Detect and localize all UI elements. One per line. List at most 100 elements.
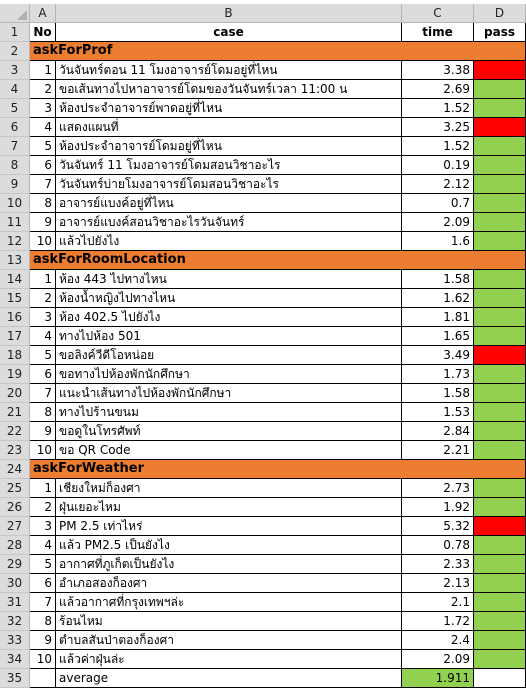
- cell-pass-status[interactable]: [474, 346, 526, 365]
- cell-case[interactable]: วันจันทร์ตอน 11 โมงอาจารย์โดมอยู่ที่ไหน: [56, 61, 402, 80]
- cell-pass-status[interactable]: [474, 61, 526, 80]
- cell-case[interactable]: ห้องน้ำหญิงไปทางไหน: [56, 289, 402, 308]
- cell-time[interactable]: 2.21: [402, 441, 474, 460]
- cell-time[interactable]: 3.38: [402, 61, 474, 80]
- row-number[interactable]: 15: [0, 289, 30, 308]
- cell-case[interactable]: อาจารย์แบงค์อยู่ที่ไหน: [56, 194, 402, 213]
- cell-case[interactable]: ห้อง 402.5 ไปยังไง: [56, 308, 402, 327]
- cell-pass-status[interactable]: [474, 574, 526, 593]
- cell-no[interactable]: 7: [30, 593, 56, 612]
- cell-pass-status[interactable]: [474, 156, 526, 175]
- cell-no[interactable]: 1: [30, 61, 56, 80]
- cell-time[interactable]: 2.1: [402, 593, 474, 612]
- row-number[interactable]: 31: [0, 593, 30, 612]
- row-number[interactable]: 17: [0, 327, 30, 346]
- cell-no[interactable]: 1: [30, 479, 56, 498]
- row-number[interactable]: 25: [0, 479, 30, 498]
- cell-time[interactable]: 2.69: [402, 80, 474, 99]
- cell-time[interactable]: 2.12: [402, 175, 474, 194]
- cell-pass-status[interactable]: [474, 232, 526, 251]
- cell-pass-status[interactable]: [474, 555, 526, 574]
- row-number[interactable]: 3: [0, 61, 30, 80]
- row-number[interactable]: 8: [0, 156, 30, 175]
- cell-time[interactable]: 0.78: [402, 536, 474, 555]
- row-number[interactable]: 23: [0, 441, 30, 460]
- row-number[interactable]: 10: [0, 194, 30, 213]
- average-label[interactable]: average: [56, 669, 402, 688]
- cell-time[interactable]: 0.7: [402, 194, 474, 213]
- cell-case[interactable]: แล้วอากาศที่กรุงเทพฯล่ะ: [56, 593, 402, 612]
- header-no[interactable]: No: [30, 23, 56, 42]
- cell-time[interactable]: 0.19: [402, 156, 474, 175]
- cell-case[interactable]: อากาศที่ภูเก็ตเป็นยังไง: [56, 555, 402, 574]
- cell-time[interactable]: 2.4: [402, 631, 474, 650]
- cell-case[interactable]: ห้อง 443 ไปทางไหน: [56, 270, 402, 289]
- cell-time[interactable]: 2.09: [402, 650, 474, 669]
- row-number[interactable]: 2: [0, 42, 30, 61]
- cell-case[interactable]: ขอดูในโทรศัพท์: [56, 422, 402, 441]
- cell-time[interactable]: 1.92: [402, 498, 474, 517]
- cell-pass-status[interactable]: [474, 308, 526, 327]
- cell-no[interactable]: 7: [30, 175, 56, 194]
- row-number[interactable]: 19: [0, 365, 30, 384]
- cell-pass-status[interactable]: [474, 384, 526, 403]
- cell-time[interactable]: 1.72: [402, 612, 474, 631]
- cell-pass-status[interactable]: [474, 80, 526, 99]
- cell-no[interactable]: 4: [30, 118, 56, 137]
- cell-time[interactable]: 1.73: [402, 365, 474, 384]
- cell-pass-status[interactable]: [474, 213, 526, 232]
- cell-case[interactable]: ขอลิงค์วีดีโอหน่อย: [56, 346, 402, 365]
- cell-case[interactable]: ทางไปร้านขนม: [56, 403, 402, 422]
- row-number[interactable]: 27: [0, 517, 30, 536]
- cell-time[interactable]: 2.33: [402, 555, 474, 574]
- cell-pass-status[interactable]: [474, 517, 526, 536]
- cell-case[interactable]: แล้วค่าฝุ่นล่ะ: [56, 650, 402, 669]
- column-header-c[interactable]: C: [402, 4, 474, 23]
- header-pass[interactable]: pass: [474, 23, 526, 42]
- cell-no[interactable]: 2: [30, 80, 56, 99]
- cell-pass-status[interactable]: [474, 422, 526, 441]
- row-number[interactable]: 21: [0, 403, 30, 422]
- cell-case[interactable]: ขอเส้นทางไปหาอาจารย์โดมของวันจันทร์เวลา …: [56, 80, 402, 99]
- row-number[interactable]: 14: [0, 270, 30, 289]
- section-header[interactable]: askForRoomLocation: [30, 251, 526, 270]
- cell-pass-status[interactable]: [474, 137, 526, 156]
- row-number[interactable]: 5: [0, 99, 30, 118]
- cell-time[interactable]: 5.32: [402, 517, 474, 536]
- cell-time[interactable]: 2.73: [402, 479, 474, 498]
- cell-no[interactable]: 3: [30, 517, 56, 536]
- cell-case[interactable]: เชียงใหม่ก็องศา: [56, 479, 402, 498]
- select-all-corner[interactable]: [0, 4, 30, 23]
- cell-no[interactable]: 8: [30, 403, 56, 422]
- cell-case[interactable]: ร้อนไหม: [56, 612, 402, 631]
- cell-pass-status[interactable]: [474, 175, 526, 194]
- average-time[interactable]: 1.911: [402, 669, 474, 688]
- cell-time[interactable]: 2.84: [402, 422, 474, 441]
- row-number[interactable]: 1: [0, 23, 30, 42]
- cell-time[interactable]: 1.53: [402, 403, 474, 422]
- cell-case[interactable]: แสดงแผนที่: [56, 118, 402, 137]
- cell-case[interactable]: อาจารย์แบงค์สอนวิชาอะไรวันจันทร์: [56, 213, 402, 232]
- cell-time[interactable]: 1.58: [402, 384, 474, 403]
- cell-time[interactable]: 1.58: [402, 270, 474, 289]
- row-number[interactable]: 30: [0, 574, 30, 593]
- cell-case[interactable]: ขอทางไปห้องพักนักศึกษา: [56, 365, 402, 384]
- cell-no[interactable]: 2: [30, 498, 56, 517]
- row-number[interactable]: 28: [0, 536, 30, 555]
- row-number[interactable]: 29: [0, 555, 30, 574]
- cell-pass-status[interactable]: [474, 289, 526, 308]
- cell-pass-status[interactable]: [474, 669, 526, 688]
- cell-time[interactable]: 1.52: [402, 137, 474, 156]
- cell-no[interactable]: 2: [30, 289, 56, 308]
- section-header[interactable]: askForWeather: [30, 460, 526, 479]
- row-number[interactable]: 7: [0, 137, 30, 156]
- cell-no[interactable]: 5: [30, 137, 56, 156]
- cell-no[interactable]: 3: [30, 99, 56, 118]
- cell-no[interactable]: 5: [30, 555, 56, 574]
- row-number[interactable]: 34: [0, 650, 30, 669]
- cell-pass-status[interactable]: [474, 498, 526, 517]
- cell-no[interactable]: 3: [30, 308, 56, 327]
- cell-case[interactable]: ขอ QR Code: [56, 441, 402, 460]
- row-number[interactable]: 11: [0, 213, 30, 232]
- cell-no[interactable]: 7: [30, 384, 56, 403]
